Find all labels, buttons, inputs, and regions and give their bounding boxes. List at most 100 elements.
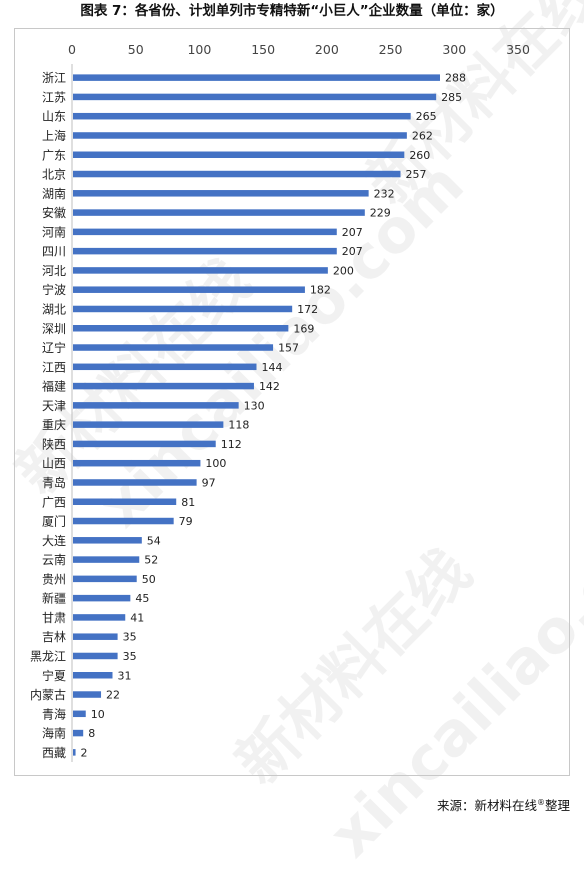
category-label: 大连 bbox=[42, 533, 66, 548]
bar bbox=[73, 575, 137, 583]
category-label: 宁波 bbox=[42, 282, 66, 297]
bar bbox=[73, 421, 224, 428]
category-label: 湖北 bbox=[42, 301, 66, 316]
value-label: 79 bbox=[179, 515, 193, 528]
bar bbox=[73, 267, 328, 274]
source-note: 来源：新材料在线®整理 bbox=[437, 795, 570, 814]
x-tick-label: 150 bbox=[251, 42, 275, 57]
value-label: 157 bbox=[278, 342, 299, 355]
value-label: 2 bbox=[81, 746, 88, 759]
source-org: 新材料在线 bbox=[474, 798, 537, 813]
value-label: 118 bbox=[228, 419, 249, 432]
bar bbox=[73, 132, 407, 139]
category-label: 辽宁 bbox=[42, 340, 66, 355]
value-label: 50 bbox=[142, 573, 156, 586]
category-label: 内蒙古 bbox=[30, 687, 66, 702]
bar bbox=[73, 517, 174, 525]
bar bbox=[73, 537, 142, 544]
value-label: 97 bbox=[202, 476, 216, 489]
category-label: 重庆 bbox=[42, 418, 66, 432]
category-label: 陕西 bbox=[42, 436, 66, 451]
value-label: 41 bbox=[130, 611, 144, 624]
value-label: 142 bbox=[259, 380, 280, 393]
bar bbox=[73, 479, 197, 486]
bar bbox=[73, 286, 305, 293]
value-label: 54 bbox=[147, 534, 161, 547]
value-label: 52 bbox=[144, 554, 158, 567]
value-label: 262 bbox=[412, 129, 433, 142]
bar bbox=[73, 729, 84, 737]
value-label: 45 bbox=[135, 592, 149, 605]
value-label: 200 bbox=[333, 264, 354, 277]
value-label: 100 bbox=[205, 457, 226, 470]
category-label: 安徽 bbox=[42, 205, 66, 220]
x-tick-label: 0 bbox=[68, 42, 76, 57]
value-label: 8 bbox=[88, 727, 95, 740]
category-label: 深圳 bbox=[42, 322, 66, 336]
category-label: 广东 bbox=[42, 148, 66, 162]
bar bbox=[73, 93, 437, 101]
chart-frame bbox=[14, 28, 570, 776]
value-label: 81 bbox=[181, 496, 195, 509]
category-label: 吉林 bbox=[42, 630, 66, 644]
category-label: 河南 bbox=[42, 224, 66, 239]
value-label: 172 bbox=[297, 303, 318, 316]
value-label: 10 bbox=[91, 708, 105, 721]
x-tick-label: 50 bbox=[128, 42, 144, 57]
value-label: 112 bbox=[221, 438, 242, 451]
category-label: 云南 bbox=[42, 552, 66, 567]
category-label: 山东 bbox=[42, 110, 66, 124]
bar bbox=[73, 691, 102, 698]
x-tick-label: 250 bbox=[379, 42, 403, 57]
value-label: 169 bbox=[293, 322, 314, 335]
value-label: 232 bbox=[374, 187, 395, 200]
category-label: 北京 bbox=[42, 168, 66, 182]
category-label: 上海 bbox=[42, 128, 66, 143]
bar bbox=[73, 633, 118, 640]
category-label: 山西 bbox=[42, 457, 66, 471]
category-label: 广西 bbox=[42, 495, 66, 509]
category-label: 河北 bbox=[42, 264, 66, 278]
category-label: 湖南 bbox=[42, 186, 66, 201]
category-label: 宁夏 bbox=[42, 668, 66, 683]
value-label: 182 bbox=[310, 284, 331, 297]
category-label: 新疆 bbox=[42, 591, 66, 606]
x-tick-label: 300 bbox=[442, 42, 466, 57]
bar bbox=[73, 151, 405, 158]
x-tick-label: 200 bbox=[315, 42, 339, 57]
bar bbox=[73, 382, 254, 390]
value-label: 285 bbox=[441, 91, 462, 104]
x-tick-label: 350 bbox=[506, 42, 530, 57]
bar bbox=[73, 498, 177, 505]
category-label: 江西 bbox=[42, 360, 66, 374]
category-label: 海南 bbox=[42, 726, 66, 741]
category-label: 厦门 bbox=[42, 514, 66, 529]
bar bbox=[73, 652, 118, 660]
value-label: 207 bbox=[342, 226, 363, 239]
value-label: 288 bbox=[445, 72, 466, 85]
category-label: 江苏 bbox=[42, 90, 66, 104]
category-label: 青海 bbox=[42, 706, 66, 721]
bar bbox=[73, 402, 239, 409]
category-label: 贵州 bbox=[42, 572, 66, 586]
bar bbox=[73, 556, 140, 563]
value-label: 207 bbox=[342, 245, 363, 258]
value-label: 229 bbox=[370, 207, 391, 220]
bar bbox=[73, 672, 113, 679]
bar bbox=[73, 74, 440, 81]
category-label: 四川 bbox=[42, 245, 66, 259]
bar bbox=[73, 614, 126, 621]
registered-mark: ® bbox=[536, 797, 545, 807]
value-label: 31 bbox=[118, 669, 132, 682]
category-label: 西藏 bbox=[42, 746, 66, 760]
bar bbox=[73, 710, 86, 718]
bar bbox=[73, 594, 131, 602]
chart-title: 图表 7：各省份、计划单列市专精特新“小巨人”企业数量（单位：家） bbox=[80, 3, 504, 19]
category-label: 天津 bbox=[42, 399, 66, 413]
value-label: 130 bbox=[244, 399, 265, 412]
category-label: 浙江 bbox=[42, 71, 66, 85]
bar bbox=[73, 190, 369, 197]
value-label: 144 bbox=[261, 361, 282, 374]
category-label: 黑龙江 bbox=[30, 649, 66, 663]
